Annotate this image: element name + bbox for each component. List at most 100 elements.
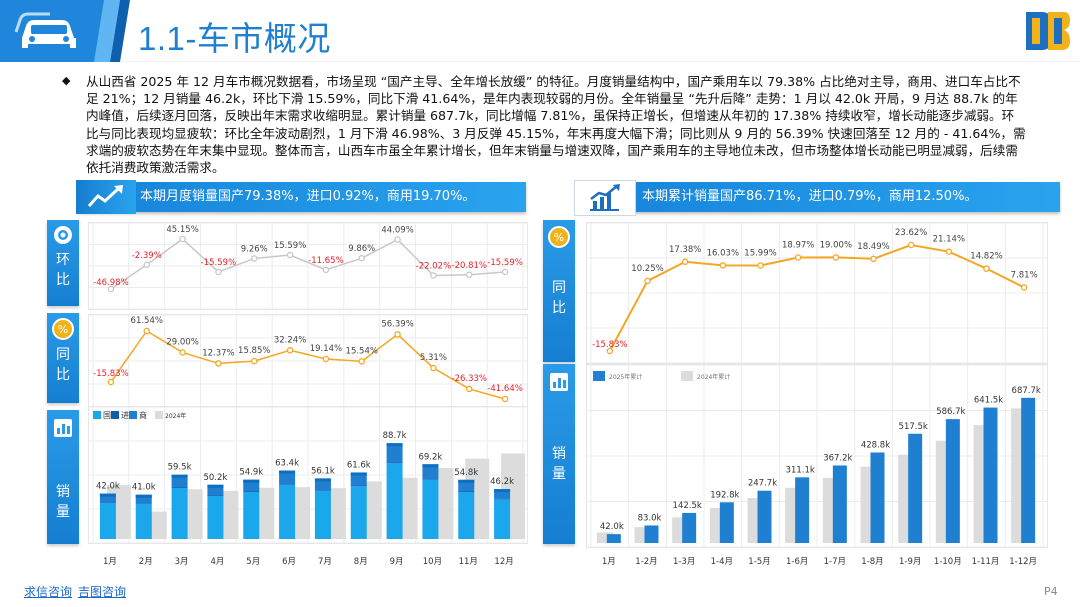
series-line: [608, 243, 1025, 352]
data-point: [430, 272, 437, 279]
footer-link-1[interactable]: 求信咨询: [24, 585, 73, 599]
data-point: [179, 235, 186, 243]
legend-swatch: [111, 411, 119, 419]
data-label: -15.83%: [93, 369, 128, 379]
data-label: 45.15%: [166, 225, 198, 235]
bar-cap: [171, 474, 188, 478]
bar-cap: [135, 494, 152, 498]
data-label: 17.38%: [669, 245, 701, 255]
bar-2025-cumulative: [719, 502, 734, 543]
data-label: 10.25%: [631, 264, 663, 274]
bar-import: [314, 490, 331, 491]
data-label: 19.14%: [310, 344, 342, 354]
bar-cap: [279, 470, 296, 474]
bar-cap: [314, 478, 331, 482]
data-label: 18.97%: [782, 240, 814, 250]
data-label: 29.00%: [166, 337, 198, 347]
bar-cap: [243, 479, 260, 483]
data-label: -11.65%: [308, 256, 343, 266]
bar-2025-cumulative: [945, 419, 960, 543]
data-label: 18.49%: [857, 242, 889, 252]
bar-commercial: [458, 479, 475, 492]
page-title: 1.1-车市概况: [138, 20, 331, 57]
data-label: 586.7k: [936, 407, 965, 417]
legend-label: 2025年累计: [609, 373, 642, 381]
bar-import: [207, 495, 224, 497]
x-tick-label: 8月: [354, 557, 368, 567]
left-chart-mom-box: -46.98% -2.39% 45.15% -15.59% 9.26% 15.59% -11…: [88, 222, 528, 310]
data-point: [286, 251, 294, 259]
data-label: 63.4k: [275, 459, 299, 469]
data-label: 54.8k: [454, 468, 478, 478]
data-point: [465, 385, 473, 393]
legend-label: 国: [103, 411, 111, 420]
x-tick-label: 4月: [210, 557, 224, 567]
data-point: [719, 262, 727, 269]
data-label: 15.59%: [274, 241, 306, 251]
bar-cap: [207, 484, 224, 488]
bar-commercial: [314, 478, 331, 491]
data-label: 42.0k: [96, 482, 120, 492]
bar-import: [422, 479, 439, 480]
left-chart-yoy-box: -15.83% 61.54% 29.00% 12.37% 15.85% 32.24% 19.…: [88, 314, 528, 408]
data-label: -15.59%: [487, 258, 522, 268]
data-point: [465, 271, 473, 279]
data-point: [179, 349, 186, 356]
data-label: 192.8k: [710, 490, 739, 500]
data-point: [501, 395, 509, 403]
data-point: [215, 360, 222, 367]
data-label: -2.39%: [132, 251, 162, 261]
x-tick-label: 11月: [459, 557, 478, 567]
footer-link-2[interactable]: 吉图咨询: [78, 585, 127, 599]
monthly-yoy-chart: -15.83% 61.54% 29.00% 12.37% 15.85% 32.24% 19.…: [89, 314, 527, 408]
left-banner-icon-box: [76, 180, 136, 214]
bar-2024-cumulative: [596, 532, 613, 543]
right-tab-sales-char2: 量: [552, 466, 566, 482]
tab-mom-char2: 比: [56, 272, 70, 288]
left-banner: 本期月度销量国产79.38%，进口0.92%，商用19.70%。: [78, 182, 526, 212]
bar-domestic: [314, 490, 331, 539]
bar-2025-cumulative: [644, 525, 659, 543]
bar-domestic: [350, 486, 367, 539]
right-tab-yoy: % 同 比: [543, 220, 575, 362]
bar-import: [458, 491, 475, 493]
data-label: 687.7k: [1012, 386, 1041, 396]
bar-2025-cumulative: [870, 452, 885, 543]
bar-chart-icon: [47, 410, 79, 446]
data-label: -15.59%: [201, 258, 236, 268]
data-label: 9.86%: [348, 244, 375, 254]
car-icon: [14, 12, 76, 48]
data-label: 16.03%: [707, 248, 739, 258]
x-tick-label: 1-11月: [972, 557, 1000, 567]
x-tick-label: 1-2月: [635, 557, 657, 567]
percent-badge-icon: %: [47, 313, 79, 345]
monthly-x-axis: 1月 2月 3月 4月 5月 6月 7月 8月 9月 10月 11月 12月: [103, 557, 514, 567]
data-label: -15.83%: [592, 340, 627, 350]
data-label: 50.2k: [203, 473, 227, 483]
bar-import: [279, 484, 296, 485]
data-point: [794, 254, 802, 261]
bar-domestic: [207, 496, 224, 539]
data-point: [945, 248, 953, 255]
data-label: 15.54%: [346, 346, 378, 356]
legend-swatch: [155, 411, 163, 419]
bar-cap: [350, 472, 367, 476]
data-label: 56.1k: [311, 466, 335, 476]
data-label: 61.6k: [347, 460, 371, 470]
bar-domestic: [99, 503, 116, 539]
right-chart-sales-box: 2025年累计 2024年累计 42.0k 83.0k 142.5k 192.8k 247.…: [586, 364, 1048, 548]
header-band: 1.1-车市概况: [0, 0, 1080, 62]
bar-commercial: [207, 484, 224, 496]
monthly-sales-chart: 国 进 商 2024年 42.0k 41.0k 59.5k 50.2k 54.9k 63.4k 56…: [89, 406, 527, 544]
bar-commercial: [99, 493, 116, 503]
data-label: 69.2k: [418, 452, 442, 462]
data-label: 5.31%: [420, 353, 447, 363]
data-label: 23.62%: [895, 228, 927, 238]
bar-commercial: [243, 479, 260, 492]
x-tick-label: 9月: [390, 557, 404, 567]
data-point: [286, 347, 294, 354]
bar-domestic: [386, 462, 403, 539]
data-label: 32.24%: [274, 335, 306, 345]
right-banner-text: 本期累计销量国产86.71%，进口0.79%，商用12.50%。: [642, 189, 978, 204]
data-label: 21.14%: [933, 235, 965, 245]
